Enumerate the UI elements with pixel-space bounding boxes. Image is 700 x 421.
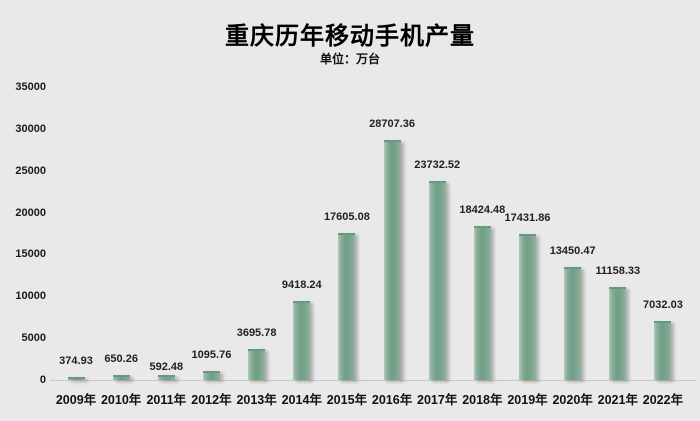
bar: [202, 370, 220, 380]
bar: [519, 234, 536, 380]
bar: [564, 267, 582, 380]
x-axis-label: 2011年: [146, 393, 187, 407]
chart-subtitle: 单位：万台: [319, 52, 380, 66]
bar-value-label: 13450.47: [549, 245, 596, 258]
y-axis-tick-label: 20000: [15, 206, 46, 219]
bar: [157, 375, 175, 380]
x-axis-label: 2018年: [462, 393, 503, 407]
bar: [338, 232, 356, 380]
bar: [383, 139, 401, 380]
bar-value-label: 650.26: [104, 352, 138, 365]
bar-value-label: 23732.52: [414, 159, 461, 172]
x-axis-label: 2014年: [281, 393, 322, 407]
x-axis-label: 2010年: [100, 393, 142, 407]
x-axis-label: 2019年: [507, 393, 548, 407]
bar-value-label: 3695.78: [236, 327, 277, 340]
y-axis-tick-label: 30000: [15, 122, 46, 135]
bar: [248, 349, 266, 380]
bar: [609, 286, 627, 380]
x-axis-label: 2009年: [55, 393, 97, 407]
x-axis-baseline: [50, 380, 696, 381]
y-axis-tick-label: 0: [39, 374, 46, 386]
bar-value-label: 17605.08: [323, 210, 370, 223]
x-axis-label: 2021年: [597, 393, 638, 407]
bar: [428, 181, 446, 380]
x-axis-label: 2012年: [191, 393, 232, 407]
bar: [112, 374, 130, 380]
bar-value-label: 592.48: [149, 361, 184, 374]
bar: [67, 376, 85, 380]
bar-value-label: 17431.86: [504, 212, 551, 225]
bar-value-label: 1095.76: [191, 348, 232, 361]
x-axis-label: 2022年: [642, 393, 684, 407]
x-axis-label: 2016年: [371, 393, 413, 407]
bar: [473, 225, 491, 380]
bar-value-label: 28707.36: [369, 117, 415, 130]
bar-value-label: 374.93: [59, 354, 93, 367]
bar: [293, 301, 311, 380]
bar-value-label: 18424.48: [459, 203, 506, 216]
y-axis-tick-label: 10000: [15, 290, 46, 303]
x-axis-label: 2020年: [552, 393, 593, 407]
y-axis-tick-label: 25000: [15, 164, 46, 177]
x-axis-label: 2013年: [236, 393, 277, 407]
chart-title: 重庆历年移动手机产量: [225, 23, 475, 50]
bar-value-label: 11158.33: [595, 264, 641, 277]
y-axis-tick-label: 5000: [21, 332, 46, 345]
bar-value-label: 7032.03: [643, 299, 683, 312]
bar: [654, 321, 672, 380]
y-axis-tick-label: 15000: [15, 248, 46, 261]
bar-value-label: 9418.24: [281, 279, 322, 292]
x-axis-label: 2017年: [417, 393, 458, 407]
x-axis-label: 2015年: [326, 393, 368, 407]
y-axis-tick-label: 35000: [15, 81, 46, 93]
